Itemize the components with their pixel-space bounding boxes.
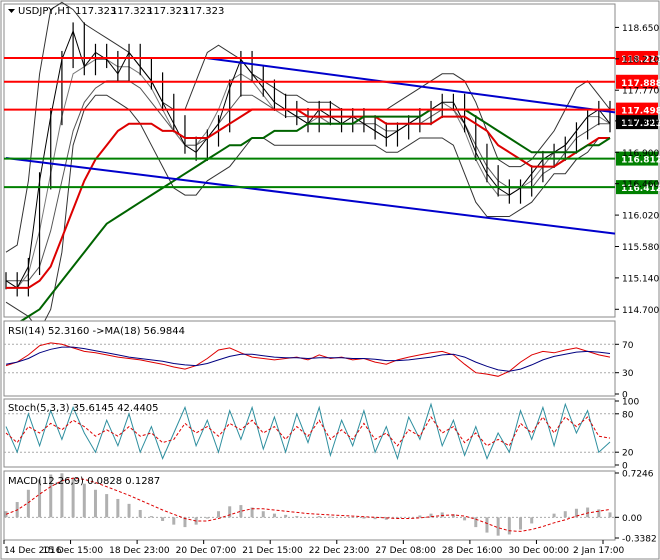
y-tick-label: 116.020 xyxy=(622,212,659,222)
y-tick-label: 115.140 xyxy=(622,274,659,284)
bollinger-lower-line xyxy=(5,94,610,332)
ma-red-line xyxy=(6,108,610,289)
stoch-panel: 100 80 20 0 Stoch(5,3,3) 35.6145 42.4405 xyxy=(3,398,639,472)
rsi-tick-label: 70 xyxy=(622,341,634,351)
support-resistance-lines: 118.222 117.888 117.498 116.812 116.412 117.3… xyxy=(4,50,660,195)
symbol-header: USDJPY,H1 117.323 117.323 117.323 117.32… xyxy=(8,6,224,17)
macd-panel: 0.7246 0.00 -0.3382 MACD(12,26,9) 0.0828 0… xyxy=(3,470,657,545)
collapse-triangle-icon[interactable] xyxy=(8,9,15,13)
macd-series xyxy=(4,473,612,536)
trendline xyxy=(5,157,616,235)
level-tag xyxy=(616,50,658,65)
x-tick-label: 30 Dec 00:00 xyxy=(508,546,569,556)
level-tag xyxy=(616,151,658,166)
level-tag-label: 116.812 xyxy=(621,156,660,166)
x-tick-label: 27 Dec 08:00 xyxy=(375,546,436,556)
x-tick-label: 15 Dec 15:00 xyxy=(43,546,104,556)
x-tick-label: 28 Dec 16:00 xyxy=(442,546,503,556)
stoch-levels xyxy=(4,413,615,453)
trendline xyxy=(206,57,616,114)
x-tick-label: 18 Dec 23:00 xyxy=(109,546,170,556)
ohlc-open: 117.323 xyxy=(75,6,116,17)
y-tick-label: 116.460 xyxy=(622,180,659,190)
level-tag xyxy=(616,102,658,117)
level-tag-label: 118.222 xyxy=(621,55,660,65)
x-tick-label: 14 Dec 2016 xyxy=(4,546,62,556)
main-series xyxy=(5,1,616,332)
bollinger-upper-line xyxy=(5,1,611,253)
y-tick-label: 118.210 xyxy=(622,55,659,65)
stoch-tick-label: 80 xyxy=(622,410,634,420)
macd-tick-label: 0.00 xyxy=(622,514,642,524)
x-tick-label: 2 Jan 17:00 xyxy=(573,546,625,556)
stoch-d-line xyxy=(5,416,611,447)
rsi-series xyxy=(5,342,611,377)
y-tick-label: 116.900 xyxy=(622,149,659,159)
y-tick-label: 117.770 xyxy=(622,87,659,97)
y-tick-label: 115.580 xyxy=(622,243,659,253)
symbol-label: USDJPY,H1 xyxy=(18,6,71,17)
rsi-levels xyxy=(4,343,615,374)
level-tag xyxy=(616,74,658,89)
rsi-tick-label: 30 xyxy=(622,369,634,379)
main-price-panel: 118.222 117.888 117.498 116.812 116.412 117.3… xyxy=(3,1,660,332)
rsi-ma-line xyxy=(5,346,611,372)
x-tick-label: 21 Dec 15:00 xyxy=(242,546,303,556)
stoch-series xyxy=(5,402,611,461)
stoch-tick-label: 100 xyxy=(622,398,639,408)
x-tick-label: 22 Dec 23:00 xyxy=(309,546,370,556)
stoch-panel-frame xyxy=(3,398,616,468)
ohlc-close: 117.323 xyxy=(183,6,224,17)
x-tick-label: 20 Dec 07:00 xyxy=(176,546,237,556)
ohlc-high: 117.323 xyxy=(111,6,152,17)
macd-tick-label: -0.3382 xyxy=(622,535,657,545)
macd-signal-line xyxy=(5,477,611,532)
rsi-panel: 70 30 0 RSI(14) 52.3160 ->MA(18) 56.9844 xyxy=(3,320,634,401)
ma-green-line xyxy=(5,108,611,332)
rsi-y-axis-ticks: 70 30 0 xyxy=(615,341,634,401)
y-tick-label: 118.650 xyxy=(622,24,659,34)
main-y-axis-ticks: 114.700 115.140 115.580 116.020 116.460 116.9… xyxy=(615,24,659,316)
macd-label: MACD(12,26,9) 0.0828 0.1287 xyxy=(8,476,160,487)
macd-tick-label: 0.7246 xyxy=(622,470,654,480)
ohlc-low: 117.323 xyxy=(147,6,188,17)
level-tag-label: 116.412 xyxy=(621,184,660,194)
stoch-k-line xyxy=(5,402,611,461)
current-price-label: 117.323 xyxy=(621,119,660,129)
level-tag-label: 117.888 xyxy=(621,79,660,89)
main-panel-frame xyxy=(3,3,616,318)
y-tick-label: 117.340 xyxy=(622,117,659,127)
y-tick-label: 114.700 xyxy=(622,306,659,316)
stoch-tick-label: 0 xyxy=(622,462,628,472)
stoch-tick-label: 20 xyxy=(622,449,634,459)
current-price-tag xyxy=(616,115,658,130)
macd-y-axis-ticks: 0.7246 0.00 -0.3382 xyxy=(615,470,657,545)
stoch-y-axis-ticks: 100 80 20 0 xyxy=(615,398,639,472)
stoch-label: Stoch(5,3,3) 35.6145 42.4405 xyxy=(8,403,159,414)
rsi-tick-label: 0 xyxy=(622,391,628,401)
rsi-label: RSI(14) 52.3160 ->MA(18) 56.9844 xyxy=(8,326,185,337)
level-tag xyxy=(616,180,658,195)
level-tag-label: 117.498 xyxy=(621,107,660,117)
